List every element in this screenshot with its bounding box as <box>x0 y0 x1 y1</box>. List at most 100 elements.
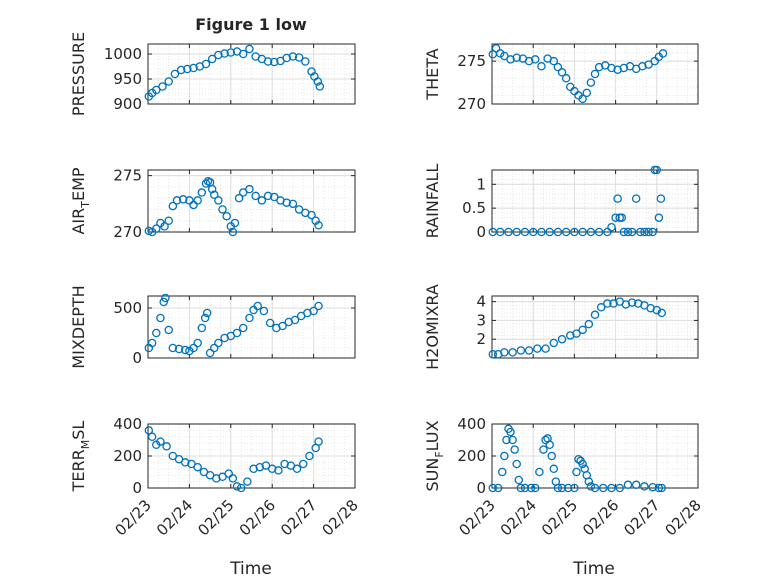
data-point <box>644 227 653 237</box>
data-point <box>493 483 503 493</box>
data-point <box>197 188 207 197</box>
data-point <box>245 44 254 54</box>
data-point <box>557 483 567 493</box>
data-point <box>251 191 260 201</box>
data-point <box>170 69 180 79</box>
data-point <box>526 483 536 493</box>
grid <box>491 43 699 105</box>
data-point <box>539 445 548 454</box>
data-point <box>545 227 554 237</box>
data-point <box>238 188 248 197</box>
data-point <box>488 483 498 493</box>
y-tick-label: 2 <box>476 330 486 348</box>
data-point <box>563 483 573 493</box>
data-point <box>520 483 530 493</box>
panel-h2omixra: 234 H2OMIXRA <box>423 284 699 370</box>
data-series <box>144 177 323 237</box>
data-point <box>636 227 645 237</box>
data-point <box>238 323 248 333</box>
data-point <box>249 464 258 474</box>
data-point <box>156 437 165 446</box>
data-point <box>307 210 316 220</box>
data-point <box>648 227 657 237</box>
y-tick-label: 270 <box>113 223 142 241</box>
data-series <box>144 44 325 101</box>
x-tick-label: 02/25 <box>538 496 581 539</box>
data-point <box>516 346 526 355</box>
data-point <box>553 483 563 493</box>
data-point <box>582 88 592 98</box>
y-axis-label: SUNFLUX <box>423 420 446 491</box>
data-point <box>586 227 596 237</box>
data-point <box>164 216 173 225</box>
data-point <box>200 313 210 323</box>
x-tick-label: 02/25 <box>194 496 237 539</box>
data-point <box>549 464 559 474</box>
data-point <box>504 227 513 237</box>
data-point <box>594 62 604 72</box>
data-point <box>508 348 517 357</box>
data-point <box>603 299 612 308</box>
panel-rainfall: 0 0.5 1 RAINFALL <box>423 164 699 241</box>
y-tick-label: 3 <box>476 311 486 329</box>
y-axis-label: MIXDEPTH <box>69 285 88 368</box>
data-point <box>652 165 662 175</box>
data-point <box>168 343 178 353</box>
data-point <box>315 82 325 91</box>
data-point <box>508 435 517 445</box>
data-point <box>631 480 641 490</box>
data-point <box>201 59 211 69</box>
data-point <box>207 54 217 64</box>
data-point <box>640 227 649 237</box>
data-point <box>218 205 227 214</box>
data-point <box>228 227 238 237</box>
y-axis-label: RAINFALL <box>423 164 442 239</box>
data-point <box>553 62 563 72</box>
data-point <box>590 310 600 320</box>
data-point <box>502 435 511 445</box>
y-tick-label: 400 <box>457 415 486 433</box>
x-axis-label-left: Time <box>229 559 272 579</box>
data-point <box>245 184 254 194</box>
data-point <box>232 328 242 338</box>
data-point <box>209 190 219 200</box>
data-point <box>603 227 612 237</box>
x-axis-label-right: Time <box>572 559 615 579</box>
y-tick-label: 950 <box>113 70 142 88</box>
x-tick-label: 02/23 <box>456 496 499 539</box>
x-tick-label: 02/24 <box>497 496 540 539</box>
data-point <box>590 483 600 493</box>
data-point <box>611 213 620 222</box>
data-point <box>253 301 262 311</box>
data-point <box>607 483 616 493</box>
data-series <box>488 44 668 104</box>
panel-air-temp: 270 275 AIRTEMP <box>69 167 356 241</box>
data-point <box>574 454 583 464</box>
axes-box <box>147 169 356 233</box>
data-point <box>152 85 161 95</box>
data-point <box>586 78 596 87</box>
data-point <box>578 325 587 335</box>
data-point <box>176 65 186 75</box>
data-point <box>214 50 223 60</box>
data-point <box>654 483 664 493</box>
data-point <box>594 227 604 237</box>
data-point <box>648 482 657 492</box>
data-point <box>202 308 212 318</box>
data-point <box>214 338 223 348</box>
data-point <box>238 49 248 59</box>
data-series <box>144 293 323 358</box>
y-tick-label: 900 <box>113 95 142 113</box>
x-tick-label: 02/24 <box>153 496 196 539</box>
data-point <box>638 62 647 71</box>
data-point <box>657 483 666 493</box>
y-tick-label: 0 <box>132 349 142 367</box>
data-point <box>152 224 161 233</box>
data-point <box>520 227 530 237</box>
data-point <box>537 227 546 237</box>
data-point <box>228 474 238 483</box>
data-point <box>598 483 608 493</box>
data-point <box>224 469 233 478</box>
